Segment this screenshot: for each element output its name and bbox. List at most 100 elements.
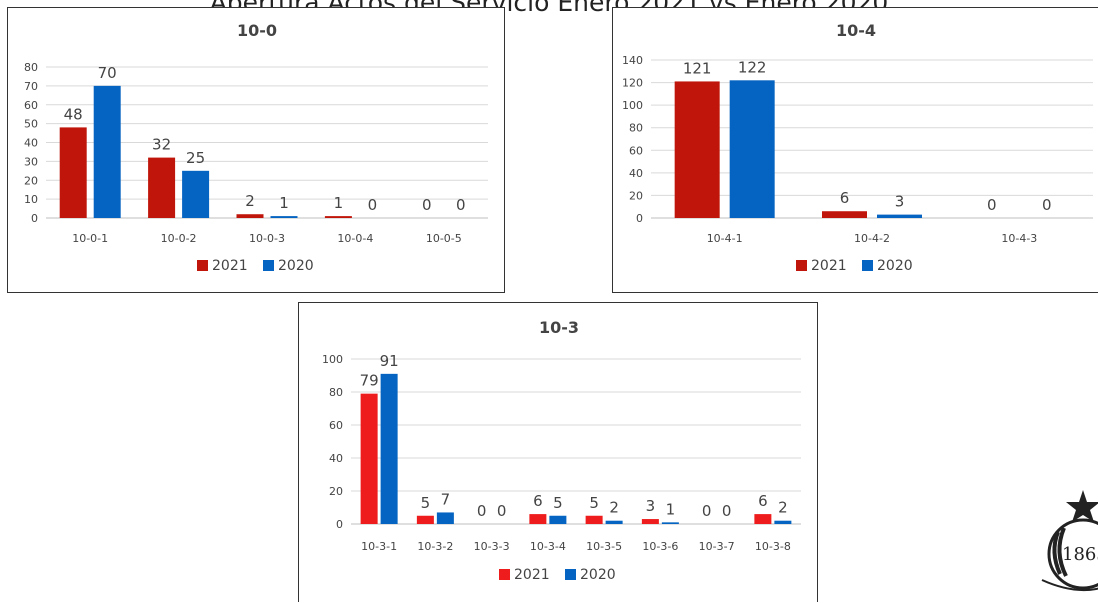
bar-2020-10-3-6 (661, 522, 679, 524)
y-tick-label: 40 (329, 452, 343, 465)
x-tick-label: 10-0-5 (426, 232, 462, 245)
y-tick-label: 70 (24, 80, 38, 93)
data-label-2021-10-3-7: 0 (702, 502, 712, 520)
bar-2021-10-3-8 (754, 514, 772, 524)
bar-2020-10-3-2 (436, 512, 454, 524)
bar-2020-10-0-1 (93, 85, 121, 218)
data-label-2021-10-4-2: 6 (840, 189, 850, 207)
data-label-2021-10-0-3: 2 (245, 192, 255, 210)
y-tick-label: 140 (622, 54, 643, 67)
chart-panel-10-0: 10-0 0 10 20 30 40 50 60 70 80 10-0-1 48 70 10-0-2 32 2… (7, 7, 505, 293)
data-label-2020-10-3-3: 0 (497, 502, 507, 520)
y-tick-label: 100 (622, 99, 643, 112)
data-label-2021-10-0-4: 1 (334, 194, 344, 212)
y-tick-label: 60 (24, 99, 38, 112)
y-tick-label: 0 (336, 518, 343, 531)
x-tick-label: 10-0-1 (72, 232, 108, 245)
x-tick-label: 10-3-4 (530, 540, 566, 553)
data-label-2020-10-0-5: 0 (456, 196, 466, 214)
legend-swatch-2020 (862, 260, 873, 271)
data-label-2020-10-3-8: 2 (778, 499, 788, 517)
chart-10-0: 10-00102030405060708010-0-1487010-0-2322… (24, 21, 488, 274)
bar-2021-10-3-1 (360, 393, 378, 524)
y-tick-label: 20 (629, 189, 643, 202)
data-label-2020-10-3-7: 0 (722, 502, 732, 520)
legend-label-2021: 2021 (811, 258, 847, 274)
data-label-2021-10-0-1: 48 (64, 105, 83, 123)
x-tick-label: 10-4-2 (854, 232, 890, 245)
legend-label-2021: 2021 (514, 567, 550, 583)
bar-2020-10-4-2 (877, 214, 922, 218)
legend-swatch-2020 (263, 260, 274, 271)
bar-2020-10-3-4 (549, 515, 567, 524)
y-tick-label: 0 (636, 212, 643, 225)
bar-2020-10-3-5 (605, 520, 623, 524)
data-label-2020-10-0-1: 70 (98, 64, 117, 82)
legend-label-2021: 2021 (212, 258, 248, 274)
data-label-2020-10-3-4: 5 (553, 494, 563, 512)
data-label-2020-10-0-3: 1 (279, 194, 289, 212)
data-label-2020-10-0-4: 0 (368, 196, 378, 214)
y-tick-label: 20 (329, 485, 343, 498)
legend-label-2020: 2020 (278, 258, 314, 274)
x-tick-label: 10-4-1 (707, 232, 743, 245)
data-label-2020-10-3-5: 2 (609, 499, 619, 517)
bar-2020-10-3-8 (774, 520, 792, 524)
y-tick-label: 40 (24, 137, 38, 150)
data-label-2020-10-4-1: 122 (738, 58, 767, 76)
bar-2021-10-0-1 (59, 127, 87, 218)
data-label-2020-10-3-2: 7 (441, 490, 451, 508)
y-tick-label: 50 (24, 118, 38, 131)
data-label-2021-10-3-5: 5 (589, 494, 599, 512)
data-label-2021-10-3-2: 5 (421, 494, 431, 512)
data-label-2021-10-4-3: 0 (987, 196, 997, 214)
legend-label-2020: 2020 (580, 567, 616, 583)
x-tick-label: 10-3-7 (699, 540, 735, 553)
bar-2020-10-3-1 (380, 373, 398, 524)
x-tick-label: 10-3-1 (361, 540, 397, 553)
data-label-2021-10-0-5: 0 (422, 196, 432, 214)
chart-panel-10-3: 10-3 0 20 40 60 80 100 10-3-1 79 91 10-3-2 5 7 10-3-3… (298, 302, 818, 602)
data-label-2021-10-3-3: 0 (477, 502, 487, 520)
data-label-2021-10-3-6: 3 (646, 497, 656, 515)
bar-2021-10-4-2 (822, 211, 867, 218)
chart-title: 10-3 (539, 318, 579, 337)
bar-2021-10-0-3 (236, 214, 264, 218)
y-tick-label: 20 (24, 174, 38, 187)
legend-swatch-2021 (197, 260, 208, 271)
chart-panel-10-4: 10-4 0 20 40 60 80 100 120 140 10-4-1 121 122 10-4-2… (612, 7, 1098, 293)
data-label-2020-10-4-3: 0 (1042, 196, 1052, 214)
data-label-2020-10-3-6: 1 (666, 500, 676, 518)
y-tick-label: 30 (24, 155, 38, 168)
y-tick-label: 120 (622, 77, 643, 90)
chart-title: 10-0 (237, 21, 277, 40)
y-tick-label: 60 (329, 419, 343, 432)
y-tick-label: 80 (24, 61, 38, 74)
data-label-2021-10-0-2: 32 (152, 136, 171, 154)
data-label-2021-10-3-4: 6 (533, 492, 543, 510)
x-tick-label: 10-0-3 (249, 232, 285, 245)
data-label-2021-10-4-1: 121 (683, 59, 712, 77)
y-tick-label: 60 (629, 144, 643, 157)
y-tick-label: 10 (24, 193, 38, 206)
bomberos-seal-icon: 1863 (1041, 490, 1098, 592)
y-tick-label: 100 (322, 353, 343, 366)
bar-2021-10-4-1 (674, 81, 720, 218)
data-label-2020-10-3-1: 91 (380, 352, 399, 370)
bar-2021-10-0-4 (324, 216, 352, 218)
y-tick-label: 80 (629, 122, 643, 135)
legend-swatch-2021 (499, 569, 510, 580)
chart-title: 10-4 (836, 21, 876, 40)
x-tick-label: 10-3-5 (586, 540, 622, 553)
data-label-2021-10-3-1: 79 (360, 372, 379, 390)
x-tick-label: 10-3-6 (642, 540, 678, 553)
y-tick-label: 0 (31, 212, 38, 225)
svg-text:1863: 1863 (1062, 544, 1098, 565)
data-label-2021-10-3-8: 6 (758, 492, 768, 510)
bar-2021-10-0-2 (148, 157, 176, 218)
legend-swatch-2020 (565, 569, 576, 580)
x-tick-label: 10-3-2 (417, 540, 453, 553)
legend-label-2020: 2020 (877, 258, 913, 274)
